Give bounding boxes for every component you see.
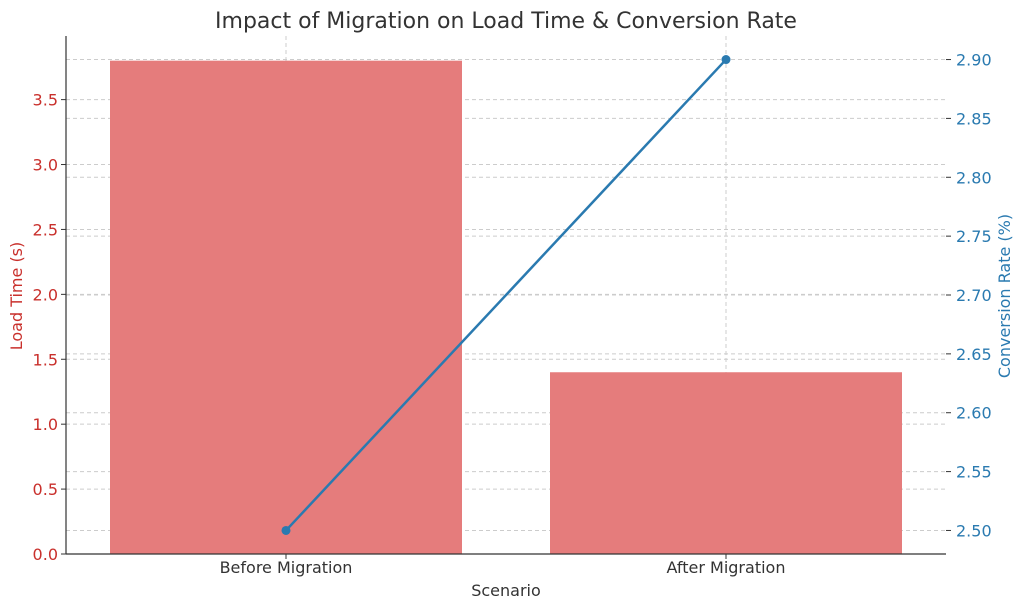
line-layer: [281, 55, 731, 535]
y-left-tick-label: 0.0: [33, 545, 58, 564]
y-left-tick-label: 1.5: [33, 350, 58, 369]
bar-1: [110, 60, 462, 555]
y-right-tick-label: 2.65: [956, 345, 992, 364]
x-tick-label: Before Migration: [220, 558, 353, 577]
y-left-tick-label: 2.0: [33, 285, 58, 304]
y-right-tick-label: 2.85: [956, 109, 992, 128]
y-right-tick-label: 2.60: [956, 404, 992, 423]
x-axis-label: Scenario: [471, 581, 541, 600]
y-right-tick-label: 2.75: [956, 227, 992, 246]
y-left-axis-label: Load Time (s): [7, 242, 26, 351]
conversion-rate-point-2: [721, 55, 731, 65]
y-right-tick-label: 2.80: [956, 168, 992, 187]
conversion-rate-line: [285, 58, 727, 532]
y-left-tick-label: 3.0: [33, 156, 58, 175]
y-right-tick-label: 2.50: [956, 521, 992, 540]
y-right-axis-label: Conversion Rate (%): [995, 214, 1014, 378]
y-right-tick-label: 2.70: [956, 286, 992, 305]
bar-2: [550, 372, 902, 554]
chart-title: Impact of Migration on Load Time & Conve…: [215, 9, 797, 34]
conversion-rate-point-1: [281, 525, 291, 535]
bar-layer: [110, 60, 902, 555]
x-tick-label: After Migration: [667, 558, 786, 577]
y-left-tick-label: 0.5: [33, 480, 58, 499]
y-left-tick-label: 1.0: [33, 415, 58, 434]
y-left-tick-label: 2.5: [33, 220, 58, 239]
y-left-tick-label: 3.5: [33, 91, 58, 110]
y-right-tick-label: 2.55: [956, 463, 992, 482]
axis-layer: 0.0 0.5 1.0 1.5 2.0 2.5 3.0 3.5 2.50 2.55 2.60 2.65…: [33, 36, 992, 577]
y-right-tick-label: 2.90: [956, 51, 992, 70]
